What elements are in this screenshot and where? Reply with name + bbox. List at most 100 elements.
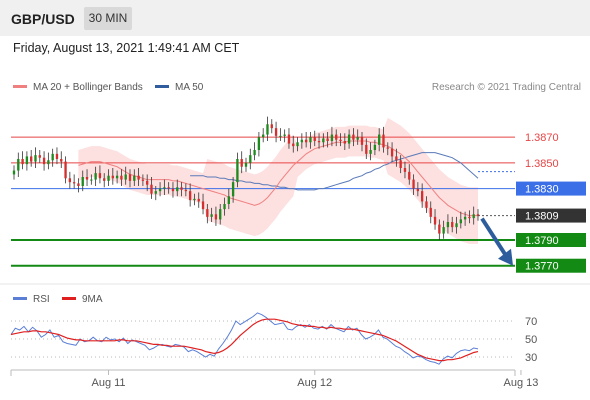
- candle-body: [287, 134, 291, 144]
- candle-body: [257, 137, 261, 150]
- candle-body: [154, 191, 157, 194]
- candle-body: [38, 155, 41, 158]
- bollinger-layer: [78, 117, 479, 244]
- candle-body: [115, 175, 119, 179]
- candle-body: [60, 159, 63, 162]
- level-badge: [516, 233, 586, 247]
- candle-body: [158, 188, 162, 192]
- candle-body: [455, 223, 458, 228]
- candle-body: [128, 174, 132, 181]
- candle-body: [77, 183, 80, 186]
- candle-body: [390, 148, 394, 157]
- candle-body: [81, 177, 84, 186]
- candle-body: [322, 138, 325, 143]
- candle-body: [399, 160, 402, 168]
- candle-body: [30, 156, 33, 162]
- candle-body: [137, 175, 140, 180]
- candle-body: [223, 204, 226, 210]
- candle-body: [94, 173, 97, 180]
- candle-body: [180, 187, 183, 190]
- candle-body: [270, 124, 273, 129]
- candle-body: [317, 141, 321, 143]
- rsi-level-label: 50: [525, 334, 537, 346]
- candle-body: [47, 160, 50, 165]
- candle-body: [274, 128, 278, 136]
- candle-body: [163, 187, 166, 189]
- candle-body: [253, 150, 256, 156]
- candle-body: [472, 214, 475, 219]
- candle-body: [227, 196, 230, 204]
- forecast-arrow: [480, 217, 508, 257]
- candle-body: [446, 222, 450, 228]
- candle-body: [283, 134, 286, 136]
- level-badge: [516, 258, 586, 273]
- forecast-arrowhead: [498, 248, 513, 266]
- level-label: 1.3809: [525, 211, 559, 223]
- candle-body: [197, 198, 200, 202]
- candle-body: [442, 227, 445, 234]
- candle-body: [244, 162, 248, 167]
- candle-body: [416, 188, 420, 192]
- x-tick-label: Aug 13: [504, 377, 539, 389]
- ma20-line: [78, 140, 478, 217]
- candle-body: [365, 144, 368, 154]
- candle-body: [133, 175, 136, 181]
- timeframe-button[interactable]: 30 MIN: [84, 7, 132, 30]
- legend-swatch-ma50: [155, 85, 169, 88]
- candle-body: [408, 171, 411, 180]
- candle-body: [25, 156, 29, 165]
- candle-body: [425, 201, 428, 208]
- candle-body: [476, 214, 480, 216]
- level-label: 1.3850: [525, 158, 559, 170]
- candle-body: [201, 201, 205, 210]
- candle-body: [395, 156, 398, 161]
- candle-body: [188, 191, 192, 201]
- candle-body: [313, 137, 316, 141]
- candle-body: [111, 175, 114, 179]
- level-labels: 1.3870 1.3850 1.3830 1.3809 1.3790 1.3770: [516, 132, 586, 273]
- candle-body: [120, 175, 123, 180]
- candle-body: [296, 142, 299, 147]
- candle-body: [171, 188, 175, 192]
- candle-body: [219, 209, 222, 220]
- candles-layer: [12, 116, 480, 240]
- candle-body: [90, 179, 93, 181]
- candle-body: [343, 141, 346, 144]
- candle-body: [330, 134, 334, 141]
- candle-body: [146, 180, 149, 185]
- candle-body: [150, 184, 153, 194]
- candle-body: [167, 187, 170, 189]
- level-badge: [516, 181, 586, 196]
- top-bar: GBP/USD 30 MIN: [0, 0, 590, 36]
- candle-body: [266, 124, 269, 135]
- candle-body: [412, 179, 415, 189]
- candle-body: [279, 135, 282, 137]
- candle-body: [292, 143, 295, 147]
- candle-body: [378, 134, 381, 145]
- rsi-lines: [10, 312, 479, 365]
- candle-body: [51, 153, 54, 161]
- candle-body: [433, 216, 437, 225]
- level-badge: [516, 208, 586, 223]
- ma9-legend-swatch: [62, 297, 76, 300]
- candle-body: [335, 134, 338, 140]
- candle-body: [438, 224, 441, 234]
- candle-body: [369, 150, 372, 154]
- rsi-legend-label: RSI: [33, 294, 50, 305]
- candle-body: [373, 144, 377, 150]
- level-label: 1.3830: [525, 184, 559, 196]
- candle-body: [210, 214, 213, 217]
- candle-body: [262, 134, 265, 138]
- candle-body: [451, 222, 454, 228]
- candle-body: [72, 182, 76, 184]
- candle-body: [360, 137, 364, 145]
- candle-body: [249, 155, 252, 163]
- candle-body: [12, 170, 16, 175]
- rsi-level-label: 30: [525, 352, 537, 364]
- candle-body: [124, 174, 127, 180]
- candle-body: [193, 198, 196, 201]
- candle-body: [356, 137, 359, 140]
- candle-body: [352, 134, 355, 140]
- candle-body: [184, 189, 188, 192]
- candle-body: [420, 191, 424, 202]
